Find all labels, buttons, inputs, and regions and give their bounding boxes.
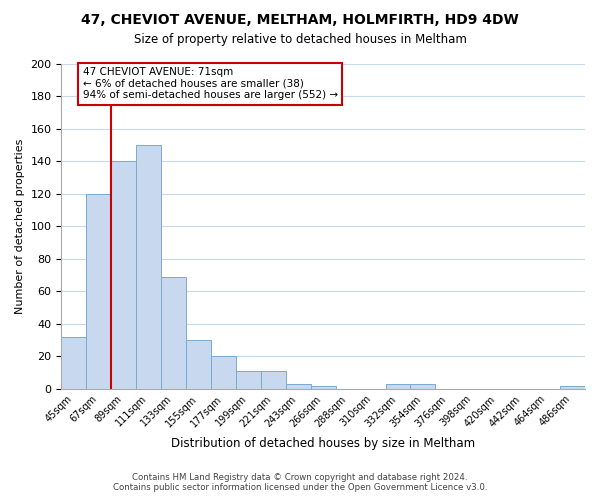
- Text: 47 CHEVIOT AVENUE: 71sqm
← 6% of detached houses are smaller (38)
94% of semi-de: 47 CHEVIOT AVENUE: 71sqm ← 6% of detache…: [83, 67, 338, 100]
- Bar: [136, 145, 161, 389]
- Bar: [86, 194, 111, 389]
- Text: 47, CHEVIOT AVENUE, MELTHAM, HOLMFIRTH, HD9 4DW: 47, CHEVIOT AVENUE, MELTHAM, HOLMFIRTH, …: [81, 12, 519, 26]
- Bar: [286, 384, 311, 389]
- Bar: [386, 384, 410, 389]
- Bar: [211, 356, 236, 389]
- Text: Contains HM Land Registry data © Crown copyright and database right 2024.
Contai: Contains HM Land Registry data © Crown c…: [113, 473, 487, 492]
- Bar: [261, 371, 286, 389]
- Text: Size of property relative to detached houses in Meltham: Size of property relative to detached ho…: [134, 32, 466, 46]
- Bar: [410, 384, 436, 389]
- Bar: [311, 386, 335, 389]
- Bar: [560, 386, 585, 389]
- Bar: [111, 162, 136, 389]
- Bar: [236, 371, 261, 389]
- Bar: [61, 337, 86, 389]
- Bar: [186, 340, 211, 389]
- X-axis label: Distribution of detached houses by size in Meltham: Distribution of detached houses by size …: [171, 437, 475, 450]
- Y-axis label: Number of detached properties: Number of detached properties: [15, 139, 25, 314]
- Bar: [161, 277, 186, 389]
